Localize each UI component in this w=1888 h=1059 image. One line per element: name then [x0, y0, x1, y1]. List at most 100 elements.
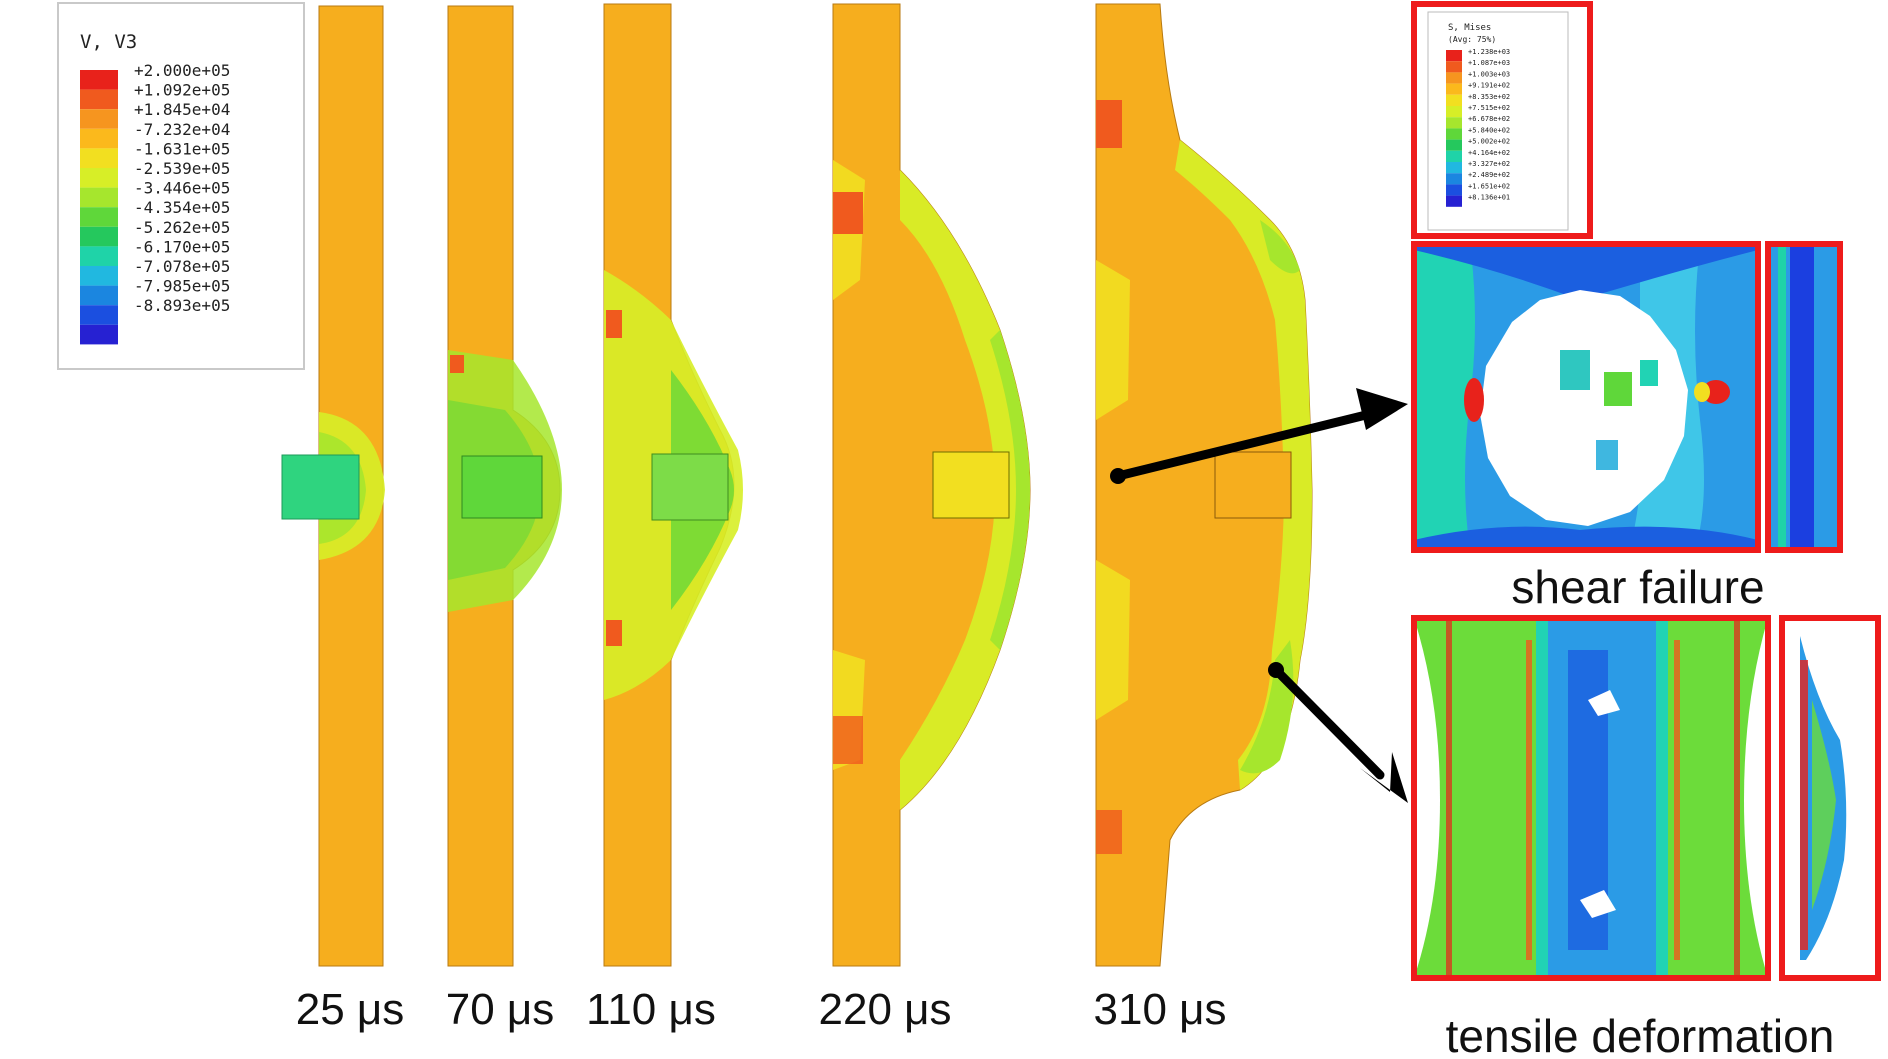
mini-legend-value: +2.489e+02: [1468, 171, 1510, 179]
velocity-legend: V, V3 +2.000e+05+1.092e+05+1.845e+04-7.2…: [57, 2, 305, 370]
arrow-origin: [1268, 662, 1284, 678]
hot-spot: [1096, 810, 1122, 854]
mini-legend-value: +8.136e+01: [1468, 194, 1510, 202]
legend-value: +1.845e+04: [134, 100, 230, 119]
mini-legend-title: S, Mises: [1448, 23, 1491, 33]
legend-swatch: [80, 148, 118, 168]
shear-band: [1414, 244, 1758, 300]
tensile-band: [1536, 618, 1548, 978]
debris: [1596, 440, 1618, 470]
bulge-rim: [900, 170, 1030, 810]
tensile-band: [1446, 618, 1452, 978]
bulge-rim: [1175, 140, 1312, 790]
legend-swatch: [80, 324, 118, 345]
tensile-edge: [1414, 618, 1440, 978]
stress-peak: [1702, 380, 1730, 404]
legend-swatch: [80, 246, 118, 266]
arrow-head: [1356, 388, 1408, 430]
tensile-deformation-inset: tensile deformation: [1411, 615, 1881, 1059]
shear-band: [1414, 244, 1475, 550]
projectile: [932, 451, 1010, 519]
legend-title: V, V3: [80, 31, 137, 53]
legend-value: -4.354e+05: [134, 198, 230, 217]
mini-legend-value: +9.191e+02: [1468, 82, 1510, 90]
stress-peak: [1464, 378, 1484, 422]
legend-swatches: [80, 70, 118, 345]
inset-frame: [1411, 241, 1761, 553]
yellow-band: [1096, 560, 1130, 720]
tensile-hole: [1588, 690, 1620, 716]
arrow-to-tensile: [1271, 665, 1385, 780]
time-labels: 25 μs 70 μs 110 μs 220 μs 310 μs: [296, 985, 1227, 1034]
mini-legend-swatch: [1446, 184, 1462, 196]
frame-110us: [603, 3, 743, 967]
time-label-220us: 220 μs: [819, 985, 952, 1034]
legend-values: +2.000e+05+1.092e+05+1.845e+04-7.232e+04…: [134, 61, 230, 315]
frame-70us: [447, 5, 562, 967]
hot-spot: [1096, 100, 1122, 148]
tensile-band: [1656, 618, 1668, 978]
mini-legend-value: +7.515e+02: [1468, 104, 1510, 112]
mini-legend-value: +3.327e+02: [1468, 160, 1510, 168]
shear-failure-inset: shear failure: [1411, 241, 1843, 613]
inset-frame: [1411, 615, 1771, 981]
mini-legend-value: +5.002e+02: [1468, 138, 1510, 146]
shear-hole: [1480, 290, 1688, 526]
shear-band: [1414, 526, 1758, 550]
mini-legend-value: +1.003e+03: [1468, 70, 1510, 78]
hot-spot: [606, 310, 622, 338]
mini-legend-swatch: [1446, 50, 1462, 62]
legend-value: -8.893e+05: [134, 296, 230, 315]
shear-failure-label: shear failure: [1511, 561, 1764, 613]
legend-swatch: [80, 305, 118, 325]
arrow-to-shear: [1113, 409, 1375, 481]
time-label-25us: 25 μs: [296, 985, 405, 1034]
tensile-side-shape: [1800, 660, 1808, 950]
hot-spot: [606, 620, 622, 646]
legend-swatch: [80, 285, 118, 306]
arrow-head: [1360, 752, 1408, 803]
legend-swatch: [80, 128, 118, 149]
tensile-side-shape: [1812, 700, 1836, 910]
debris: [1604, 372, 1632, 406]
legend-value: +1.092e+05: [134, 81, 230, 100]
mini-legend-value: +1.651e+02: [1468, 182, 1510, 190]
time-label-310us: 310 μs: [1094, 985, 1227, 1034]
mini-legend-swatch: [1446, 94, 1462, 106]
mini-legend-swatches: [1446, 50, 1462, 207]
mini-legend-value: +5.840e+02: [1468, 126, 1510, 134]
bulge-edge: [990, 330, 1030, 650]
mises-legend-inset: S, Mises (Avg: 75%) +1.238e+03 +1.087e+03…: [1411, 1, 1593, 239]
mini-legend-swatch: [1446, 128, 1462, 140]
mini-legend-value: +1.087e+03: [1468, 59, 1510, 67]
mini-legend-swatch: [1446, 195, 1462, 207]
mini-legend-swatch: [1446, 106, 1462, 118]
legend-swatch: [80, 168, 118, 188]
shear-side-band: [1778, 244, 1786, 550]
hot-spot: [833, 716, 863, 764]
legend-value: -6.170e+05: [134, 237, 230, 256]
legend-swatch: [80, 89, 118, 110]
yellow-band: [1096, 260, 1130, 420]
legend-value: +2.000e+05: [134, 61, 230, 80]
mini-legend-swatch: [1446, 162, 1462, 174]
hot-spot: [450, 355, 464, 373]
tensile-band: [1734, 618, 1740, 978]
inset-frame: [1765, 241, 1843, 553]
legend-value: -7.232e+04: [134, 120, 230, 139]
mini-legend-swatch: [1446, 117, 1462, 129]
projectile: [461, 455, 543, 519]
arrows: [1110, 388, 1408, 803]
tensile-hole: [1580, 890, 1616, 918]
frame-310us: [1095, 3, 1313, 967]
mini-legend-value: +8.353e+02: [1468, 93, 1510, 101]
mini-legend-swatch: [1446, 173, 1462, 185]
mini-legend-value: +1.238e+03: [1468, 48, 1510, 56]
mini-legend-swatch: [1446, 83, 1462, 95]
legend-value: -2.539e+05: [134, 159, 230, 178]
legend-value: -5.262e+05: [134, 218, 230, 237]
stress-peak: [1694, 382, 1710, 402]
bulge-edge: [1260, 220, 1300, 274]
hot-spot: [833, 192, 863, 234]
